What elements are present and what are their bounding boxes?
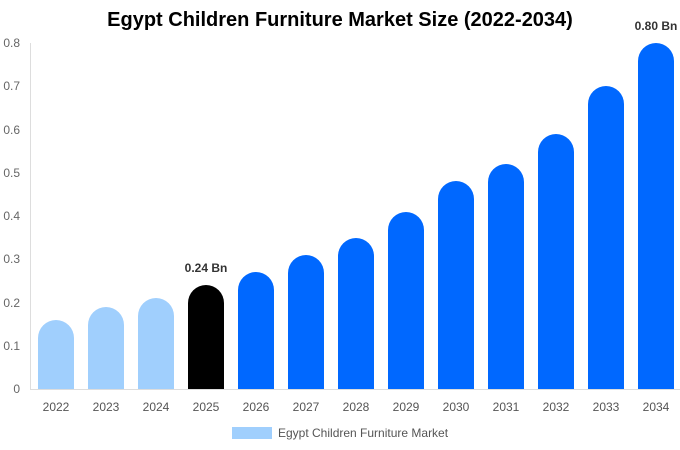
y-tick-label: 0.3 (3, 252, 20, 267)
x-tick-label: 2034 (642, 400, 670, 414)
x-tick-label: 2026 (242, 400, 270, 414)
x-tick-label: 2030 (442, 400, 470, 414)
bar-2026[interactable] (238, 272, 274, 389)
bar-2027[interactable] (288, 254, 324, 389)
x-tick-label: 2023 (92, 400, 120, 414)
bar-2022[interactable] (38, 319, 74, 389)
bar-2025[interactable] (188, 285, 224, 389)
x-tick-label: 2031 (492, 400, 520, 414)
bar-2033[interactable] (588, 86, 624, 389)
bar-2023[interactable] (88, 306, 124, 389)
x-tick-label: 2033 (592, 400, 620, 414)
bar-2029[interactable] (388, 211, 424, 389)
y-tick-label: 0.5 (3, 165, 20, 180)
y-tick-label: 0.1 (3, 338, 20, 353)
x-tick-label: 2029 (392, 400, 420, 414)
legend-swatch (232, 427, 272, 439)
y-tick-label: 0.4 (3, 209, 20, 223)
y-tick-label: 0.8 (3, 36, 20, 50)
bar-2034[interactable] (638, 43, 674, 389)
x-tick-label: 2032 (542, 400, 570, 414)
x-tick-label: 2025 (192, 400, 220, 414)
y-tick-label: 0 (13, 382, 20, 396)
legend[interactable]: Egypt Children Furniture Market (232, 426, 448, 440)
y-axis-line (30, 43, 31, 390)
chart-title: Egypt Children Furniture Market Size (20… (107, 9, 573, 31)
bar-2030[interactable] (438, 181, 474, 389)
bar-2032[interactable] (538, 133, 574, 389)
legend-label: Egypt Children Furniture Market (278, 426, 449, 440)
x-tick-label: 2027 (292, 400, 320, 414)
x-tick-label: 2024 (142, 400, 170, 414)
value-label-2025: 0.24 Bn (184, 261, 228, 276)
y-tick-label: 0.7 (3, 79, 20, 94)
bar-2024[interactable] (138, 298, 174, 389)
bar-2031[interactable] (488, 164, 524, 389)
value-label-2034: 0.80 Bn (634, 19, 678, 33)
x-tick-label: 2028 (342, 400, 370, 414)
x-axis-line (30, 389, 680, 390)
y-tick-label: 0.6 (3, 122, 20, 137)
x-tick-label: 2022 (42, 400, 70, 414)
y-tick-label: 0.2 (3, 295, 20, 310)
bar-2028[interactable] (338, 237, 374, 389)
